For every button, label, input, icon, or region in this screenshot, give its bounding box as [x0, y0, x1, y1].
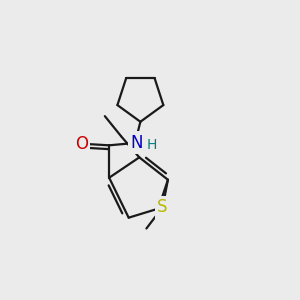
Text: H: H: [147, 138, 157, 152]
Text: S: S: [157, 198, 168, 216]
Text: O: O: [75, 135, 88, 153]
Text: N: N: [130, 134, 143, 152]
